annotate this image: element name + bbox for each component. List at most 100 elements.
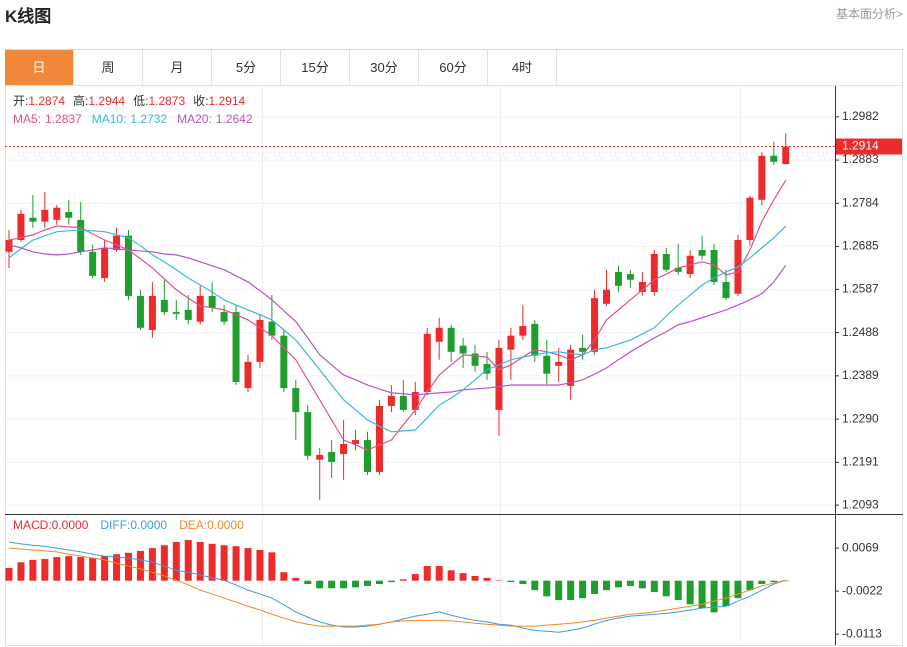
candle-body bbox=[638, 281, 646, 292]
info-value: 1.2914 bbox=[208, 94, 245, 108]
macd-bar bbox=[65, 556, 73, 581]
macd-bar bbox=[292, 577, 300, 581]
candle-body bbox=[722, 281, 730, 299]
candle-body bbox=[280, 335, 288, 389]
info-value: 1.2873 bbox=[148, 94, 185, 108]
y-tick-label: 1.2191 bbox=[842, 455, 879, 469]
candle-body bbox=[399, 395, 407, 410]
candle-body bbox=[292, 388, 300, 413]
tab[interactable]: 60分 bbox=[419, 50, 488, 85]
macd-bar bbox=[567, 580, 575, 601]
tab[interactable]: 月 bbox=[143, 50, 212, 85]
macd-bar bbox=[399, 579, 407, 581]
y-tick-label: 1.2290 bbox=[842, 411, 879, 425]
candle-body bbox=[710, 250, 718, 282]
macd-bar bbox=[53, 557, 61, 581]
macd-bar bbox=[459, 573, 467, 581]
candle-body bbox=[495, 347, 503, 410]
candle-body bbox=[375, 405, 383, 472]
macd-bar bbox=[160, 545, 168, 581]
macd-bar bbox=[698, 580, 706, 609]
page-title: K线图 bbox=[5, 7, 52, 26]
fundamental-link[interactable]: 基本面分析> bbox=[835, 7, 903, 21]
candle-body bbox=[770, 155, 778, 162]
info-label: 开: bbox=[13, 94, 28, 108]
macd-bar bbox=[208, 543, 216, 581]
macd-bar bbox=[626, 580, 634, 586]
candle-body bbox=[5, 240, 13, 252]
candle-body bbox=[519, 326, 527, 336]
legend-label: MA5: bbox=[13, 112, 41, 126]
candle-body bbox=[53, 207, 61, 220]
tab[interactable]: 5分 bbox=[212, 50, 281, 85]
candle-body bbox=[89, 251, 97, 276]
y-tick-label: -0.0113 bbox=[842, 626, 882, 640]
candle-body bbox=[244, 361, 252, 389]
candle-body bbox=[698, 250, 706, 256]
macd-bar bbox=[471, 575, 479, 581]
y-tick-label: 0.0069 bbox=[842, 540, 879, 554]
macd-bar bbox=[579, 580, 587, 599]
tab[interactable]: 4时 bbox=[488, 50, 557, 85]
legend-label: MA10: bbox=[92, 112, 127, 126]
y-tick-label: 1.2093 bbox=[842, 497, 879, 511]
macd-bar bbox=[352, 580, 360, 588]
macd-bar bbox=[328, 580, 336, 589]
candle-body bbox=[411, 392, 419, 410]
macd-bar bbox=[770, 580, 778, 583]
candle-body bbox=[17, 213, 25, 241]
candle-body bbox=[746, 197, 754, 241]
macd-bar bbox=[674, 580, 682, 601]
macd-bar bbox=[650, 580, 658, 593]
ma-line bbox=[8, 244, 787, 396]
legend-value: 0.0000 bbox=[130, 518, 167, 532]
tab[interactable]: 周 bbox=[74, 50, 143, 85]
candle-body bbox=[674, 267, 682, 272]
y-tick-label: 1.2488 bbox=[842, 325, 879, 339]
macd-bar bbox=[125, 552, 132, 581]
macd-bar bbox=[196, 541, 204, 581]
macd-bar bbox=[232, 546, 240, 581]
macd-bar bbox=[113, 554, 121, 581]
legend-label: DIFF: bbox=[100, 518, 130, 532]
candle-body bbox=[232, 312, 240, 382]
macd-bar bbox=[244, 548, 252, 581]
y-tick-label: 1.2784 bbox=[842, 195, 879, 209]
candle-body bbox=[626, 274, 634, 280]
tab[interactable]: 30分 bbox=[350, 50, 419, 85]
macd-bar bbox=[304, 580, 312, 585]
macd-bar bbox=[758, 580, 766, 585]
legend-label: MA20: bbox=[177, 112, 212, 126]
macd-bar bbox=[340, 580, 348, 589]
tab[interactable]: 日 bbox=[5, 50, 74, 85]
macd-bar bbox=[531, 580, 539, 591]
macd-bar bbox=[614, 580, 622, 588]
candle-body bbox=[387, 395, 395, 406]
macd-bar bbox=[507, 580, 515, 583]
candle-body bbox=[603, 289, 610, 304]
candle-body bbox=[340, 443, 348, 455]
macd-bar bbox=[29, 559, 37, 581]
y-tick-label: 1.2883 bbox=[842, 152, 879, 166]
candle-body bbox=[328, 451, 336, 462]
candle-body bbox=[352, 440, 360, 444]
legend-value: 1.2642 bbox=[216, 112, 253, 126]
candle-body bbox=[435, 327, 443, 342]
macd-bar bbox=[136, 550, 144, 581]
macd-bar bbox=[555, 580, 563, 601]
macd-bar bbox=[746, 580, 754, 591]
macd-bar bbox=[220, 545, 228, 581]
candle-body bbox=[447, 327, 455, 352]
y-tick-label: -0.0022 bbox=[842, 583, 883, 597]
legend-value: 1.2837 bbox=[45, 112, 82, 126]
macd-bar bbox=[411, 574, 419, 581]
candle-body bbox=[579, 347, 587, 352]
candle-body bbox=[196, 295, 204, 322]
macd-bar bbox=[256, 549, 264, 581]
macd-bar bbox=[734, 580, 742, 599]
candle-body bbox=[567, 349, 575, 386]
tab[interactable]: 15分 bbox=[281, 50, 350, 85]
candle-body bbox=[459, 345, 467, 354]
candle-body bbox=[483, 364, 491, 374]
